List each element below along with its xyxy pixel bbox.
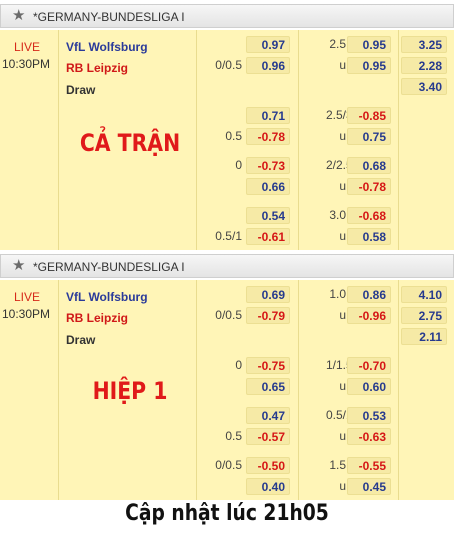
over-under-line: u (339, 308, 346, 322)
handicap-odds[interactable]: -0.57 (246, 428, 290, 445)
over-under-line: 1.0 (329, 287, 346, 301)
over-under-line: 1/1.5 (326, 358, 353, 372)
column-divider (58, 30, 59, 250)
home-team[interactable]: VfL Wolfsburg (66, 290, 148, 304)
column-divider (196, 280, 197, 500)
handicap-odds[interactable]: -0.79 (246, 307, 290, 324)
handicap-odds[interactable]: 0.54 (246, 207, 290, 224)
league-header[interactable]: ★ *GERMANY-BUNDESLIGA I (0, 4, 454, 28)
over-under-line: u (339, 58, 346, 72)
over-under-line: u (339, 129, 346, 143)
away-team[interactable]: RB Leipzig (66, 311, 128, 325)
handicap-line: 0/0.5 (215, 458, 242, 472)
over-under-line: 0.5/1 (326, 408, 353, 422)
over-under-line: u (339, 229, 346, 243)
handicap-odds[interactable]: 0.69 (246, 286, 290, 303)
handicap-line (198, 178, 242, 195)
over-under-line: 3.0 (329, 208, 346, 222)
handicap-odds[interactable]: 0.97 (246, 36, 290, 53)
handicap-line (198, 478, 242, 495)
handicap-line (198, 36, 242, 53)
league-name: *GERMANY-BUNDESLIGA I (33, 260, 185, 274)
over-under-line: 2/2.5 (326, 158, 353, 172)
over-under-odds[interactable]: 0.53 (347, 407, 391, 424)
1x2-draw-odds[interactable]: 3.40 (401, 78, 447, 95)
over-under-line: u (339, 379, 346, 393)
update-time-caption: Cập nhật lúc 21h05 (125, 501, 329, 526)
handicap-line (198, 286, 242, 303)
handicap-line: 0.5/1 (215, 229, 242, 243)
over-under-odds[interactable]: 0.68 (347, 157, 391, 174)
away-team[interactable]: RB Leipzig (66, 61, 128, 75)
period-label: CẢ TRẬN (79, 129, 181, 157)
match-panel-first-half: ★ *GERMANY-BUNDESLIGA I LIVE 10:30PM VfL… (0, 254, 454, 500)
handicap-odds[interactable]: 0.71 (246, 107, 290, 124)
handicap-odds[interactable]: -0.73 (246, 157, 290, 174)
column-divider (196, 30, 197, 250)
handicap-line: 0 (235, 358, 242, 372)
match-time: 10:30PM (2, 57, 51, 71)
handicap-odds[interactable]: 0.47 (246, 407, 290, 424)
column-divider (298, 30, 299, 250)
1x2-home-odds[interactable]: 3.25 (401, 36, 447, 53)
over-under-odds[interactable]: 0.45 (347, 478, 391, 495)
live-status: LIVE (14, 40, 41, 54)
league-name: *GERMANY-BUNDESLIGA I (33, 10, 185, 24)
favorite-star-icon[interactable]: ★ (12, 7, 26, 24)
handicap-odds[interactable]: 0.96 (246, 57, 290, 74)
over-under-odds[interactable]: -0.63 (347, 428, 391, 445)
column-divider (58, 280, 59, 500)
match-time: 10:30PM (2, 307, 51, 321)
handicap-line (198, 207, 242, 224)
over-under-odds[interactable]: -0.78 (347, 178, 391, 195)
handicap-line: 0 (235, 158, 242, 172)
handicap-odds[interactable]: 0.65 (246, 378, 290, 395)
handicap-line (198, 378, 242, 395)
handicap-line: 0.5 (225, 429, 242, 443)
favorite-star-icon[interactable]: ★ (12, 257, 26, 274)
over-under-odds[interactable]: 0.95 (347, 36, 391, 53)
over-under-line: 2.5/3 (326, 108, 353, 122)
1x2-away-odds[interactable]: 2.28 (401, 57, 447, 74)
1x2-away-odds[interactable]: 2.75 (401, 307, 447, 324)
handicap-odds[interactable]: -0.78 (246, 128, 290, 145)
over-under-odds[interactable]: -0.68 (347, 207, 391, 224)
over-under-line: u (339, 479, 346, 493)
home-team[interactable]: VfL Wolfsburg (66, 40, 148, 54)
live-status: LIVE (14, 290, 41, 304)
over-under-odds[interactable]: -0.96 (347, 307, 391, 324)
league-header[interactable]: ★ *GERMANY-BUNDESLIGA I (0, 254, 454, 278)
handicap-odds[interactable]: -0.75 (246, 357, 290, 374)
handicap-odds[interactable]: -0.50 (246, 457, 290, 474)
handicap-line: 0/0.5 (215, 308, 242, 322)
period-label: HIỆP 1 (92, 377, 168, 405)
over-under-odds[interactable]: 0.95 (347, 57, 391, 74)
draw-label: Draw (66, 333, 96, 347)
handicap-odds[interactable]: 0.66 (246, 178, 290, 195)
column-divider (298, 280, 299, 500)
over-under-odds[interactable]: -0.70 (347, 357, 391, 374)
column-divider (398, 30, 399, 250)
over-under-line: 2.5 (329, 37, 346, 51)
over-under-line: u (339, 429, 346, 443)
over-under-line: 1.5 (329, 458, 346, 472)
match-panel-full-time: ★ *GERMANY-BUNDESLIGA I LIVE 10:30PM VfL… (0, 4, 454, 250)
over-under-odds[interactable]: 0.75 (347, 128, 391, 145)
handicap-odds[interactable]: 0.40 (246, 478, 290, 495)
over-under-odds[interactable]: -0.85 (347, 107, 391, 124)
over-under-odds[interactable]: 0.58 (347, 228, 391, 245)
handicap-odds[interactable]: -0.61 (246, 228, 290, 245)
handicap-line: 0/0.5 (215, 58, 242, 72)
handicap-line (198, 107, 242, 124)
over-under-odds[interactable]: 0.60 (347, 378, 391, 395)
1x2-home-odds[interactable]: 4.10 (401, 286, 447, 303)
handicap-line: 0.5 (225, 129, 242, 143)
column-divider (398, 280, 399, 500)
handicap-line (198, 407, 242, 424)
1x2-draw-odds[interactable]: 2.11 (401, 328, 447, 345)
draw-label: Draw (66, 83, 96, 97)
over-under-line: u (339, 179, 346, 193)
over-under-odds[interactable]: -0.55 (347, 457, 391, 474)
over-under-odds[interactable]: 0.86 (347, 286, 391, 303)
